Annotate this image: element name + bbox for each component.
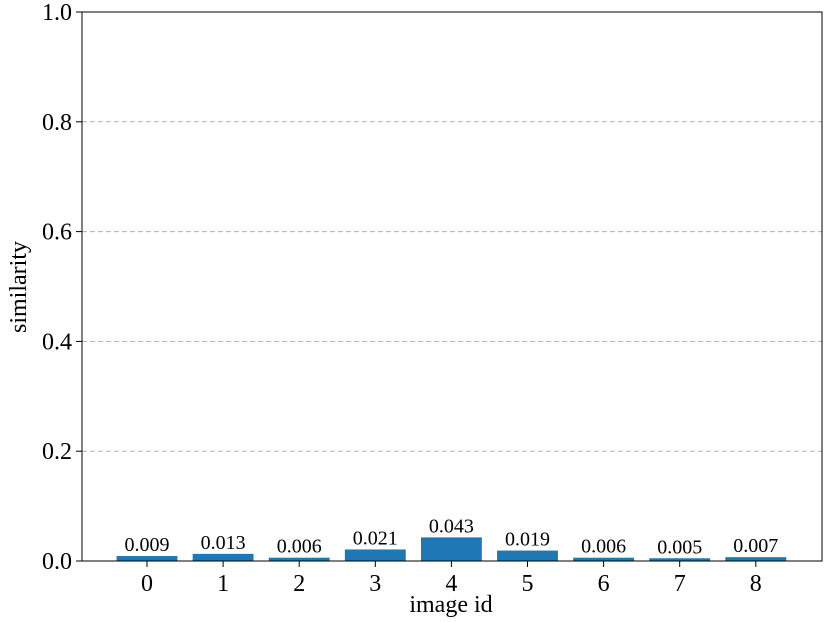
x-tick-label: 8 bbox=[750, 571, 762, 597]
data-label: 0.007 bbox=[733, 535, 778, 557]
x-tick-label: 3 bbox=[369, 571, 381, 597]
x-tick-label: 7 bbox=[674, 571, 686, 597]
bar bbox=[497, 550, 558, 561]
data-label: 0.021 bbox=[353, 527, 398, 549]
x-tick-label: 2 bbox=[293, 571, 305, 597]
bar bbox=[192, 553, 254, 561]
data-label: 0.009 bbox=[125, 534, 170, 556]
data-label: 0.005 bbox=[657, 536, 702, 558]
x-tick-label: 6 bbox=[598, 571, 610, 597]
y-tick-label: 0.6 bbox=[42, 220, 72, 246]
data-label: 0.013 bbox=[201, 532, 246, 554]
y-tick-label: 1.0 bbox=[42, 0, 72, 26]
bar bbox=[573, 557, 635, 561]
x-tick-label: 4 bbox=[445, 571, 457, 597]
y-tick-label: 0.0 bbox=[42, 549, 72, 575]
bar bbox=[116, 556, 178, 561]
data-label: 0.019 bbox=[505, 529, 550, 551]
bar bbox=[344, 549, 406, 561]
bar bbox=[268, 557, 330, 561]
bar bbox=[649, 558, 711, 561]
y-tick-label: 0.4 bbox=[42, 329, 72, 355]
x-axis-label: image id bbox=[409, 592, 492, 618]
x-tick-label: 0 bbox=[141, 571, 153, 597]
bar bbox=[420, 537, 482, 561]
data-label: 0.006 bbox=[581, 536, 626, 558]
data-label: 0.006 bbox=[277, 536, 322, 558]
y-tick-label: 0.8 bbox=[42, 110, 72, 136]
plot-frame bbox=[81, 11, 823, 562]
data-label: 0.043 bbox=[429, 515, 474, 537]
x-tick-label: 5 bbox=[522, 571, 534, 597]
x-tick-label: 1 bbox=[217, 571, 229, 597]
y-tick-label: 0.2 bbox=[42, 439, 72, 465]
y-axis-label: similarity bbox=[6, 241, 32, 333]
bar bbox=[725, 557, 787, 561]
